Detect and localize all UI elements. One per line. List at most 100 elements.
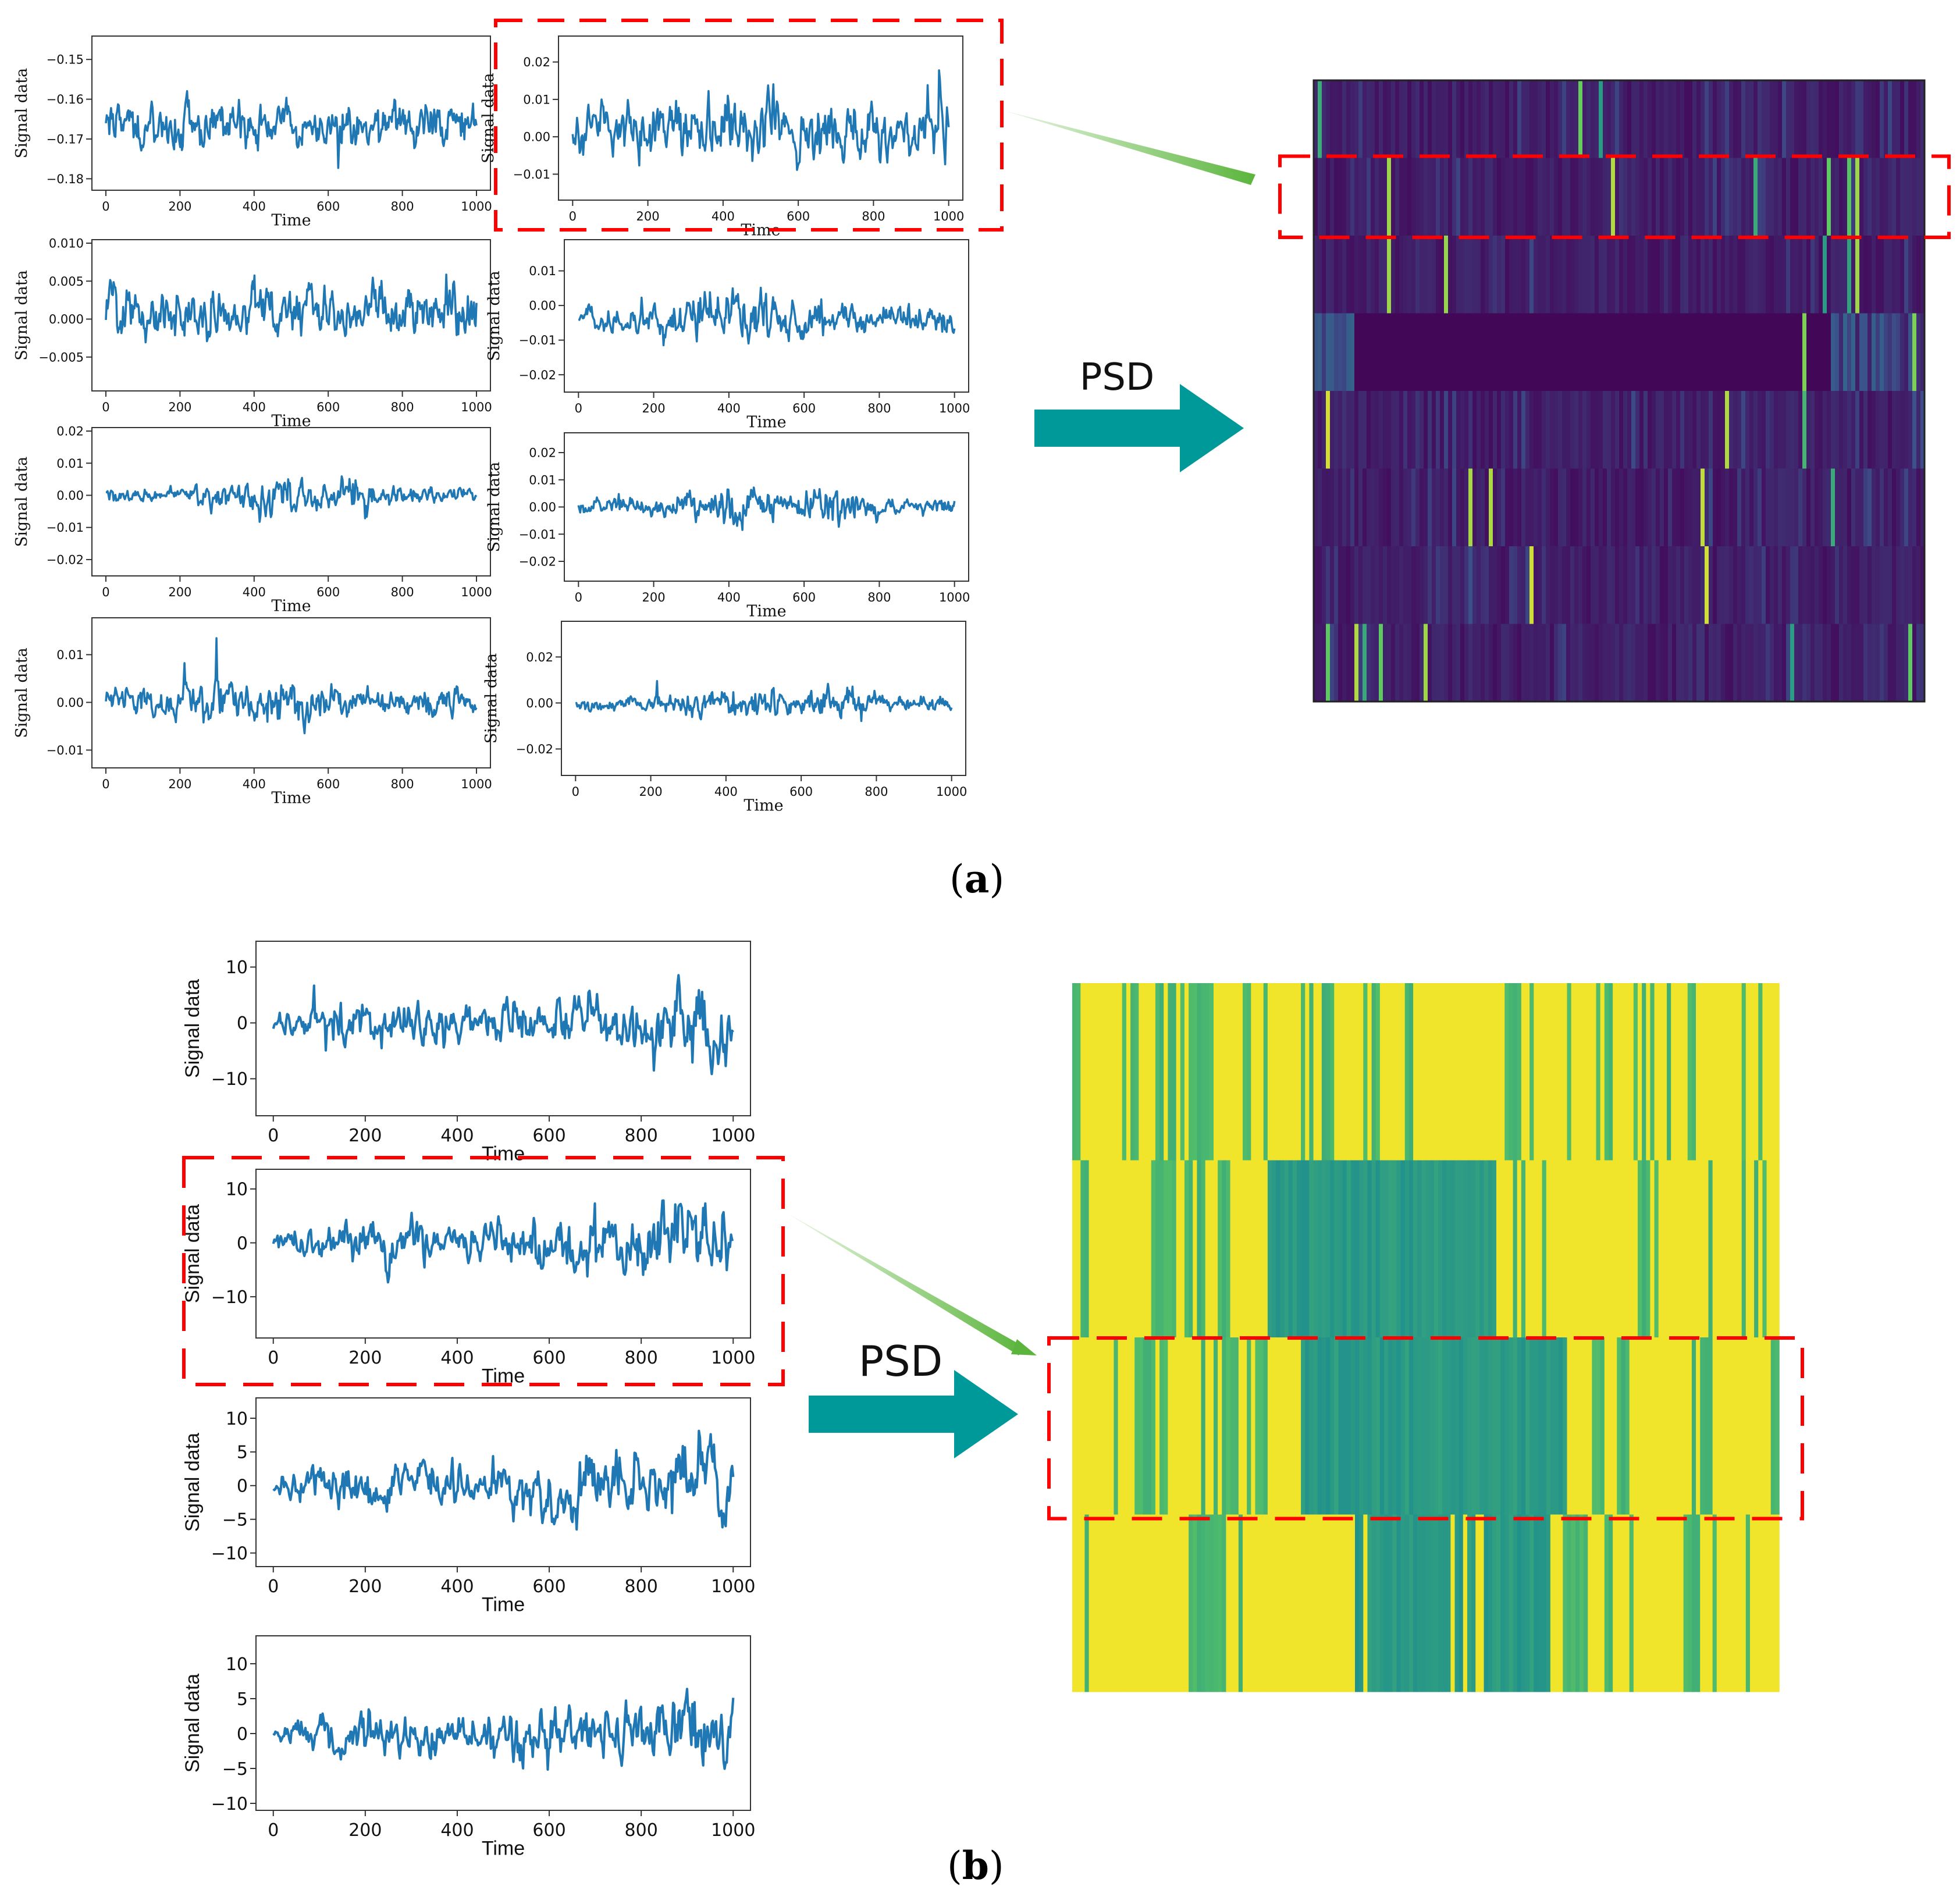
heatmap-cell bbox=[1488, 1337, 1493, 1515]
heatmap-cell bbox=[1600, 1160, 1605, 1338]
heatmap-cell bbox=[1888, 158, 1893, 236]
heatmap-cell bbox=[1762, 236, 1766, 314]
heatmap-cell bbox=[1550, 546, 1555, 625]
heatmap-cell bbox=[1118, 1514, 1123, 1692]
heatmap-cell bbox=[1749, 1160, 1755, 1338]
heatmap-cell bbox=[1762, 983, 1767, 1161]
panel-b-letter: b bbox=[962, 1843, 989, 1888]
heatmap-cell bbox=[1493, 546, 1497, 625]
heatmap-cell bbox=[1367, 546, 1371, 625]
heatmap-cell bbox=[1786, 80, 1791, 159]
heatmap-cell bbox=[1604, 983, 1609, 1161]
heatmap-cell bbox=[1280, 983, 1285, 1161]
heatmap-cell bbox=[1371, 80, 1375, 159]
heatmap-cell bbox=[1717, 236, 1721, 314]
heatmap-cell bbox=[1867, 468, 1872, 547]
x-tick-label-a8-400: 400 bbox=[714, 785, 738, 799]
heatmap-cell bbox=[1201, 1160, 1206, 1338]
pointer-arrow-a bbox=[1004, 111, 1255, 185]
heatmap-cell bbox=[1578, 313, 1583, 392]
heatmap-cell bbox=[1403, 624, 1408, 702]
y-tick-label-a8-0: 0.02 bbox=[526, 650, 553, 664]
heatmap-cell bbox=[1403, 236, 1408, 314]
heatmap-cell bbox=[1525, 1337, 1530, 1515]
heatmap-cell bbox=[1639, 236, 1644, 314]
heatmap-cell bbox=[1696, 546, 1701, 625]
heatmap-cell bbox=[1884, 624, 1888, 702]
heatmap-cell bbox=[1471, 1337, 1477, 1515]
heatmap-cell bbox=[1436, 80, 1440, 159]
heatmap-cell bbox=[1428, 468, 1432, 547]
heatmap-cell bbox=[1234, 1160, 1239, 1338]
heatmap-cell bbox=[1296, 983, 1301, 1161]
heatmap-cell bbox=[1920, 546, 1925, 625]
heatmap-cell bbox=[1538, 236, 1542, 314]
y-tick-label-a4-2: −0.01 bbox=[519, 333, 556, 347]
heatmap-cell bbox=[1631, 546, 1636, 625]
heatmap-cell bbox=[1562, 468, 1567, 547]
heatmap-cell bbox=[1578, 158, 1583, 236]
heatmap-cell bbox=[1855, 468, 1860, 547]
heatmap-cell bbox=[1433, 1337, 1439, 1515]
heatmap-cell bbox=[1485, 624, 1489, 702]
heatmap-cell bbox=[1741, 158, 1746, 236]
heatmap-cell bbox=[1904, 158, 1909, 236]
heatmap-cell bbox=[1737, 983, 1742, 1161]
heatmap-cell bbox=[1648, 546, 1652, 625]
heatmap-cell bbox=[1701, 80, 1705, 159]
y-tick-label-a3-1: 0.005 bbox=[49, 275, 84, 289]
heatmap-cell bbox=[1884, 468, 1888, 547]
heatmap-cell bbox=[1354, 313, 1359, 392]
heatmap-cell bbox=[1350, 546, 1355, 625]
heatmap-cell bbox=[1920, 313, 1925, 392]
heatmap-cell bbox=[1912, 391, 1917, 469]
heatmap-cell bbox=[1562, 236, 1567, 314]
heatmap-cell bbox=[1542, 158, 1546, 236]
heatmap-cell bbox=[1076, 983, 1082, 1161]
heatmap-cell bbox=[1798, 158, 1803, 236]
heatmap-cell bbox=[1810, 624, 1815, 702]
heatmap-cell bbox=[1159, 1514, 1165, 1692]
heatmap-cell bbox=[1525, 624, 1530, 702]
heatmap-cell bbox=[1176, 1514, 1181, 1692]
psd-arrow-a bbox=[1034, 384, 1244, 472]
x-tick-label-a6-1000: 1000 bbox=[939, 590, 970, 604]
heatmap-cell bbox=[1325, 1160, 1331, 1338]
heatmap-cell bbox=[1753, 313, 1758, 392]
heatmap-cell bbox=[1625, 1514, 1630, 1692]
heatmap-cell bbox=[1607, 624, 1612, 702]
heatmap-cell bbox=[1363, 391, 1367, 469]
heatmap-cell bbox=[1754, 1337, 1759, 1515]
heatmap-cell bbox=[1717, 468, 1721, 547]
heatmap-cell bbox=[1448, 236, 1453, 314]
heatmap-cell bbox=[1147, 1337, 1152, 1515]
heatmap-cell bbox=[1872, 158, 1876, 236]
heatmap-cell bbox=[1578, 624, 1583, 702]
heatmap-cell bbox=[1863, 313, 1868, 392]
heatmap-cell bbox=[1579, 1337, 1584, 1515]
heatmap-cell bbox=[1391, 80, 1396, 159]
heatmap-cell bbox=[1396, 1160, 1401, 1338]
heatmap-cell bbox=[1243, 983, 1247, 1161]
heatmap-cell bbox=[1421, 983, 1427, 1161]
heatmap-cell bbox=[1367, 1160, 1372, 1338]
heatmap-cell bbox=[1189, 1160, 1194, 1338]
heatmap-cell bbox=[1172, 983, 1177, 1161]
heatmap-cell bbox=[1284, 983, 1289, 1161]
heatmap-cell bbox=[1415, 468, 1420, 547]
heatmap-cell bbox=[1425, 1160, 1431, 1338]
heatmap-cell bbox=[1168, 983, 1173, 1161]
heatmap-cell bbox=[1855, 546, 1860, 625]
heatmap-cell bbox=[1272, 1514, 1277, 1692]
heatmap-cell bbox=[1721, 80, 1726, 159]
heatmap-cell bbox=[1562, 391, 1567, 469]
heatmap-cell bbox=[1472, 80, 1477, 159]
heatmap-cell bbox=[1387, 313, 1392, 392]
heatmap-cell bbox=[1615, 80, 1620, 159]
heatmap-cell bbox=[1566, 80, 1571, 159]
heatmap-cell bbox=[1134, 983, 1140, 1161]
heatmap-cell bbox=[1810, 468, 1815, 547]
heatmap-cell bbox=[1701, 391, 1705, 469]
heatmap-cell bbox=[1130, 1514, 1136, 1692]
heatmap-cell bbox=[1334, 1337, 1339, 1515]
